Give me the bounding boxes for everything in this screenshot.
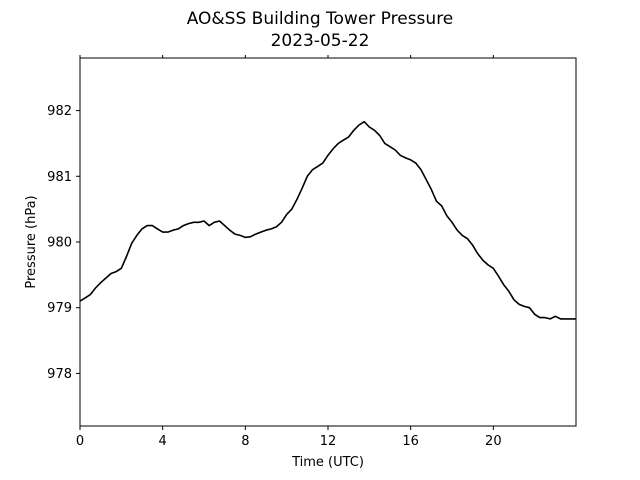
y-axis-label: Pressure (hPa) <box>24 195 39 288</box>
y-tick-label: 979 <box>47 301 72 316</box>
x-tick-label: 12 <box>320 434 337 449</box>
x-axis: 0 4 8 12 16 20 <box>76 426 502 449</box>
x-tick-label: 8 <box>241 434 249 449</box>
y-tick-label: 978 <box>47 367 72 382</box>
y-tick-label: 982 <box>47 104 72 119</box>
chart-subtitle: 2023-05-22 <box>271 31 370 51</box>
x-tick-label: 0 <box>76 434 84 449</box>
x-tick-label: 4 <box>159 434 167 449</box>
y-tick-label: 980 <box>47 236 72 251</box>
x-axis-label: Time (UTC) <box>291 455 364 470</box>
plot-frame <box>79 57 577 427</box>
chart-title: AO&SS Building Tower Pressure <box>187 9 454 29</box>
y-axis: 978 979 980 981 982 <box>47 104 80 382</box>
x-tick-label: 20 <box>485 434 502 449</box>
pressure-series-line <box>79 120 576 320</box>
x-tick-label: 16 <box>402 434 419 449</box>
y-tick-label: 981 <box>47 170 72 185</box>
top-ticks <box>79 55 494 58</box>
